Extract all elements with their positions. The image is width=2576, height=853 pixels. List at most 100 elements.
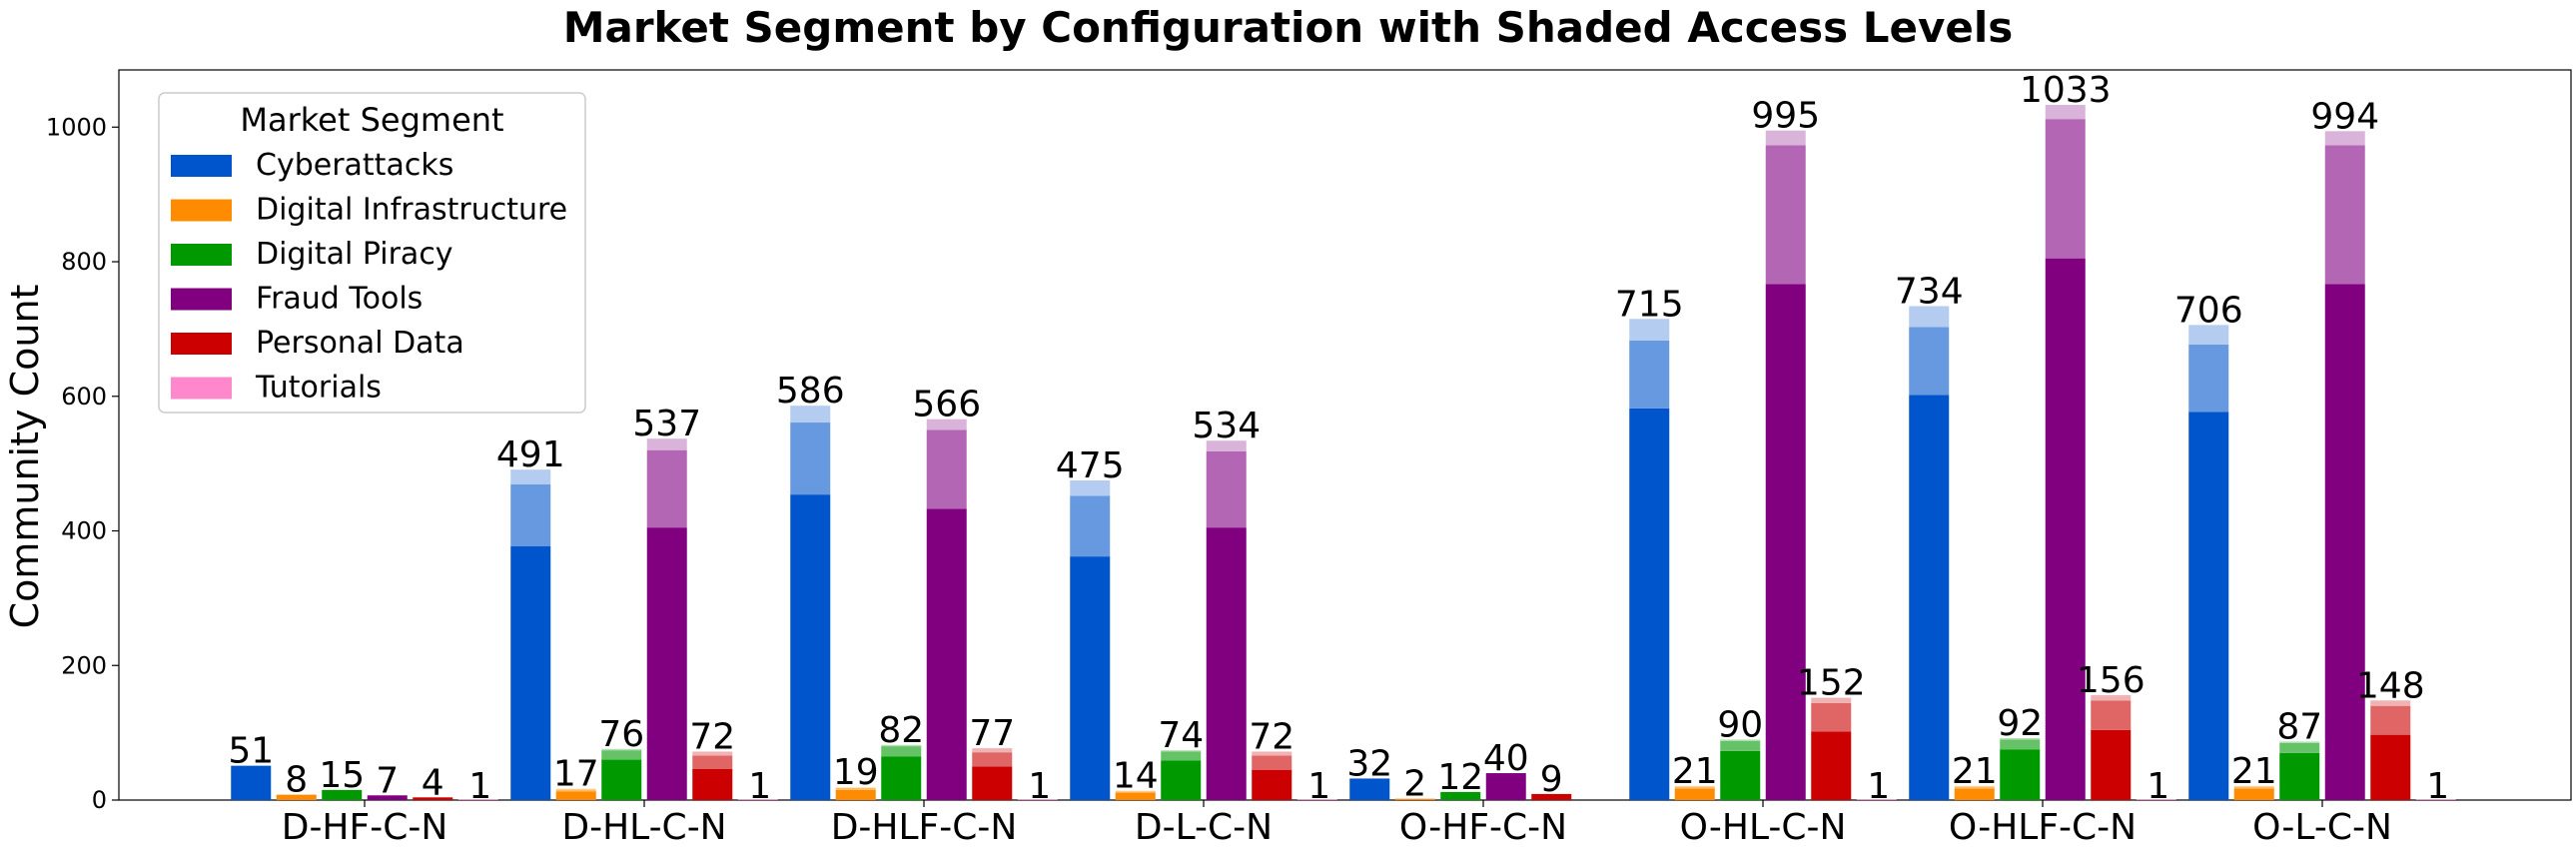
data-label: 152 xyxy=(1797,663,1866,704)
bar-segment xyxy=(1440,791,1481,800)
bar-segment xyxy=(692,751,733,756)
bar-segment xyxy=(2188,412,2229,800)
bar-segment xyxy=(1206,527,1247,800)
bar-segment xyxy=(2091,729,2132,800)
data-label: 1033 xyxy=(2020,70,2112,111)
bar-segment xyxy=(1017,799,1058,800)
data-label: 995 xyxy=(1751,96,1820,137)
bar-segment xyxy=(322,789,363,800)
bar-segment xyxy=(2370,700,2411,706)
bar-segment xyxy=(1856,799,1897,800)
bar-segment xyxy=(601,750,642,760)
data-label: 475 xyxy=(1056,445,1125,486)
bar-segment xyxy=(2324,131,2365,146)
data-label: 74 xyxy=(1158,715,1204,756)
bar-segment xyxy=(1161,760,1202,800)
data-label: 1 xyxy=(2147,766,2169,807)
bar-segment xyxy=(1252,755,1292,770)
bar-segment xyxy=(881,746,922,757)
bar-segment xyxy=(2000,738,2041,740)
bar-segment xyxy=(1485,773,1526,800)
bar-segment xyxy=(646,527,687,800)
bar-segment xyxy=(881,756,922,800)
y-tick-label: 0 xyxy=(92,786,107,814)
data-label: 706 xyxy=(2174,290,2243,331)
bar-segment xyxy=(1070,479,1111,496)
bar-segment xyxy=(646,449,687,528)
data-label: 1 xyxy=(1028,766,1051,807)
bar-segment xyxy=(2045,119,2086,259)
bar-segment xyxy=(790,494,831,800)
data-label: 1 xyxy=(2426,766,2449,807)
bar-segment xyxy=(972,766,1013,800)
bar-segment xyxy=(601,748,642,751)
legend-title: Market Segment xyxy=(240,101,503,139)
data-label: 586 xyxy=(776,371,845,412)
data-label: 4 xyxy=(422,762,444,803)
y-tick-label: 1000 xyxy=(46,113,107,141)
plot-frame xyxy=(118,69,2572,801)
bar-segment xyxy=(2279,741,2320,743)
bar-segment xyxy=(835,787,876,790)
bar-segment xyxy=(1070,495,1111,557)
bar-segment xyxy=(1909,327,1950,396)
data-label: 734 xyxy=(1895,271,1964,312)
legend-label: Tutorials xyxy=(255,371,382,406)
data-label: 9 xyxy=(1540,759,1563,800)
bar-segment xyxy=(601,759,642,800)
y-tick-label: 600 xyxy=(61,383,107,411)
data-label: 1 xyxy=(1307,766,1330,807)
legend-swatch xyxy=(171,155,232,177)
bar-segment xyxy=(1161,750,1202,752)
bar-segment xyxy=(2091,700,2132,730)
legend-label: Cyberattacks xyxy=(256,148,453,183)
y-axis-label: Community Count xyxy=(3,285,47,629)
legend-swatch xyxy=(171,199,232,222)
bar-segment xyxy=(1115,790,1156,792)
bar-segment xyxy=(692,755,733,770)
bar-segment xyxy=(1394,798,1435,800)
bar-segment xyxy=(1909,306,1950,328)
bar-segment xyxy=(972,748,1013,753)
bar-segment xyxy=(1954,786,1995,789)
data-label: 17 xyxy=(553,754,599,795)
bar-segment xyxy=(510,469,551,485)
legend-swatch xyxy=(171,244,232,266)
bar-segment xyxy=(926,419,967,430)
x-tick-label: D-HLF-C-N xyxy=(831,807,1018,848)
data-label: 2 xyxy=(1403,764,1426,805)
data-label: 19 xyxy=(833,752,879,793)
chart-title: Market Segment by Configuration with Sha… xyxy=(563,3,2014,52)
bar-segment xyxy=(1252,751,1292,756)
bar-segment xyxy=(1674,788,1715,800)
x-tick-label: D-HF-C-N xyxy=(282,807,448,848)
bar-segment xyxy=(2045,105,2086,120)
bar-segment xyxy=(2324,145,2365,285)
bar-segment xyxy=(367,795,408,800)
bar-segment xyxy=(835,789,876,800)
data-label: 537 xyxy=(632,404,701,444)
bar-segment xyxy=(2233,785,2274,787)
bar-segment xyxy=(2370,705,2411,735)
data-label: 40 xyxy=(1483,738,1529,779)
bar-segment xyxy=(1720,750,1761,800)
bar-segment xyxy=(790,423,831,495)
bar-segment xyxy=(2188,344,2229,413)
data-label: 72 xyxy=(1249,716,1294,757)
data-label: 51 xyxy=(228,731,274,772)
x-tick-label: D-HL-C-N xyxy=(561,807,726,848)
data-label: 21 xyxy=(1672,751,1718,792)
bar-segment xyxy=(1674,785,1715,787)
x-tick-label: O-HLF-C-N xyxy=(1949,807,2137,848)
legend-box xyxy=(158,92,586,414)
bar-segment xyxy=(1674,786,1715,789)
bar-segment xyxy=(972,752,1013,767)
bar-segment xyxy=(1811,702,1852,732)
data-label: 76 xyxy=(598,714,644,755)
data-label: 32 xyxy=(1346,743,1392,784)
x-tick-label: O-HF-C-N xyxy=(1399,807,1567,848)
bar-segment xyxy=(1115,791,1156,793)
bar-segment xyxy=(2045,258,2086,801)
